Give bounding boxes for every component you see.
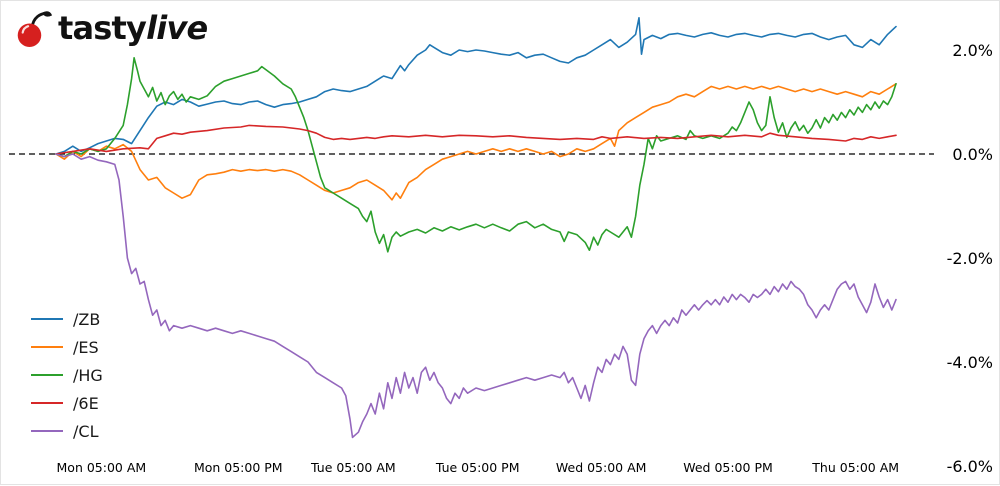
cherry-icon [17,11,53,47]
legend-item-zb: /ZB [31,305,103,333]
y-axis-label: -4.0% [947,353,993,372]
x-axis-label: Mon 05:00 PM [194,460,283,475]
x-axis-label: Wed 05:00 PM [683,460,773,475]
logo-live: live [146,9,208,47]
legend-swatch [31,318,63,320]
chart-legend: /ZB/ES/HG/6E/CL [31,305,103,445]
x-axis-label: Thu 05:00 AM [811,460,899,475]
legend-swatch [31,430,63,432]
series-line-es [55,83,897,201]
legend-label: /HG [73,365,103,385]
logo-text: tastylive [58,9,208,47]
y-axis-label: -6.0% [947,457,993,476]
series-line-hg [55,56,897,253]
legend-label: /ES [73,337,99,357]
series-line-zb [55,16,897,155]
legend-item-6e: /6E [31,389,103,417]
logo-tasty: tasty [58,9,147,47]
y-axis-label: 2.0% [952,41,993,60]
legend-label: /ZB [73,309,101,329]
legend-label: /6E [73,393,99,413]
tastylive-logo: tastylive [15,7,208,49]
x-axis-label: Mon 05:00 AM [57,460,147,475]
legend-item-es: /ES [31,333,103,361]
legend-swatch [31,402,63,404]
legend-item-hg: /HG [31,361,103,389]
y-axis-label: 0.0% [952,145,993,164]
legend-swatch [31,346,63,348]
legend-item-cl: /CL [31,417,103,445]
legend-label: /CL [73,421,99,441]
series-line-cl [55,153,897,439]
x-axis-label: Tue 05:00 PM [435,460,520,475]
x-axis-label: Tue 05:00 AM [310,460,396,475]
x-axis-label: Wed 05:00 AM [556,460,647,475]
y-axis-label: -2.0% [947,249,993,268]
legend-swatch [31,374,63,376]
series-line-6e [55,124,897,155]
